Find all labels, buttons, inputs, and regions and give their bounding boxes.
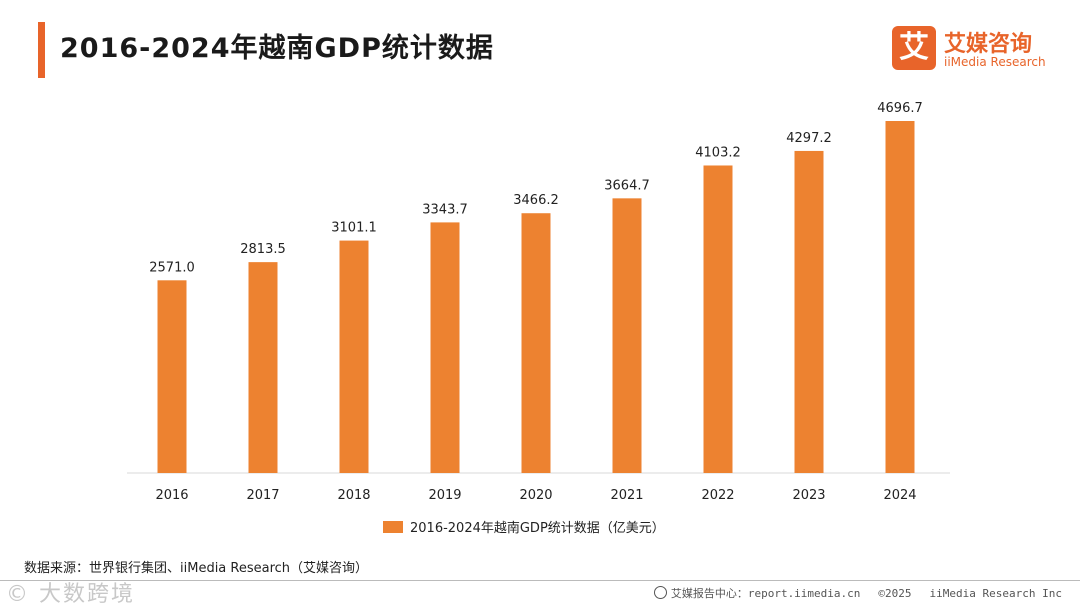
data-label-2019: 3343.7 — [422, 202, 468, 217]
title-accent-bar — [38, 22, 45, 78]
data-label-2020: 3466.2 — [513, 193, 559, 208]
x-tick-label-2016: 2016 — [155, 488, 188, 503]
x-tick-label-2017: 2017 — [246, 488, 279, 503]
footer-divider — [0, 580, 1080, 581]
data-label-2023: 4297.2 — [786, 131, 832, 146]
x-tick-label-2022: 2022 — [701, 488, 734, 503]
logo-mark: 艾 — [892, 26, 936, 70]
bar-2017 — [248, 262, 278, 473]
watermark: © 大数跨境 — [6, 582, 135, 607]
legend-label: 2016-2024年越南GDP统计数据（亿美元） — [410, 521, 665, 536]
footer-info: 艾媒报告中心：report.iimedia.cn ©2025 iiMedia Res… — [636, 585, 1062, 601]
logo-name-cn: 艾媒咨询 — [944, 32, 1033, 57]
x-tick-label-2024: 2024 — [883, 488, 916, 503]
copyright-year: ©2025 — [878, 587, 912, 600]
data-label-2016: 2571.0 — [149, 260, 195, 275]
data-label-2022: 4103.2 — [695, 145, 741, 160]
bar-2020 — [521, 213, 551, 473]
bar-2023 — [794, 150, 824, 473]
logo-name-en: iiMedia Research — [944, 55, 1046, 69]
data-label-2017: 2813.5 — [240, 242, 286, 257]
x-tick-label-2021: 2021 — [610, 488, 643, 503]
bar-2019 — [430, 222, 460, 473]
iimedia-logo: 艾 艾媒咨询 iiMedia Research — [892, 24, 1062, 72]
legend-swatch — [383, 520, 403, 533]
data-label-2021: 3664.7 — [604, 178, 650, 193]
x-tick-label-2023: 2023 — [792, 488, 825, 503]
chart-legend: 2016-2024年越南GDP统计数据（亿美元） — [383, 516, 665, 536]
globe-icon — [653, 586, 667, 599]
page-title: 2016-2024年越南GDP统计数据 — [60, 33, 494, 64]
data-label-2024: 4696.7 — [877, 101, 923, 116]
report-center-link[interactable]: 艾媒报告中心：report.iimedia.cn — [670, 587, 861, 600]
company-name: iiMedia Research Inc — [929, 587, 1062, 600]
x-tick-label-2020: 2020 — [519, 488, 552, 503]
bar-2016 — [157, 280, 187, 473]
data-label-2018: 3101.1 — [331, 221, 377, 236]
x-tick-label-2018: 2018 — [337, 488, 370, 503]
bar-2024 — [885, 121, 915, 473]
bar-2018 — [339, 240, 369, 473]
x-tick-label-2019: 2019 — [428, 488, 461, 503]
bar-2022 — [703, 165, 733, 473]
bar-2021 — [612, 198, 642, 473]
data-source-note: 数据来源：世界银行集团、iiMedia Research（艾媒咨询） — [24, 561, 369, 576]
